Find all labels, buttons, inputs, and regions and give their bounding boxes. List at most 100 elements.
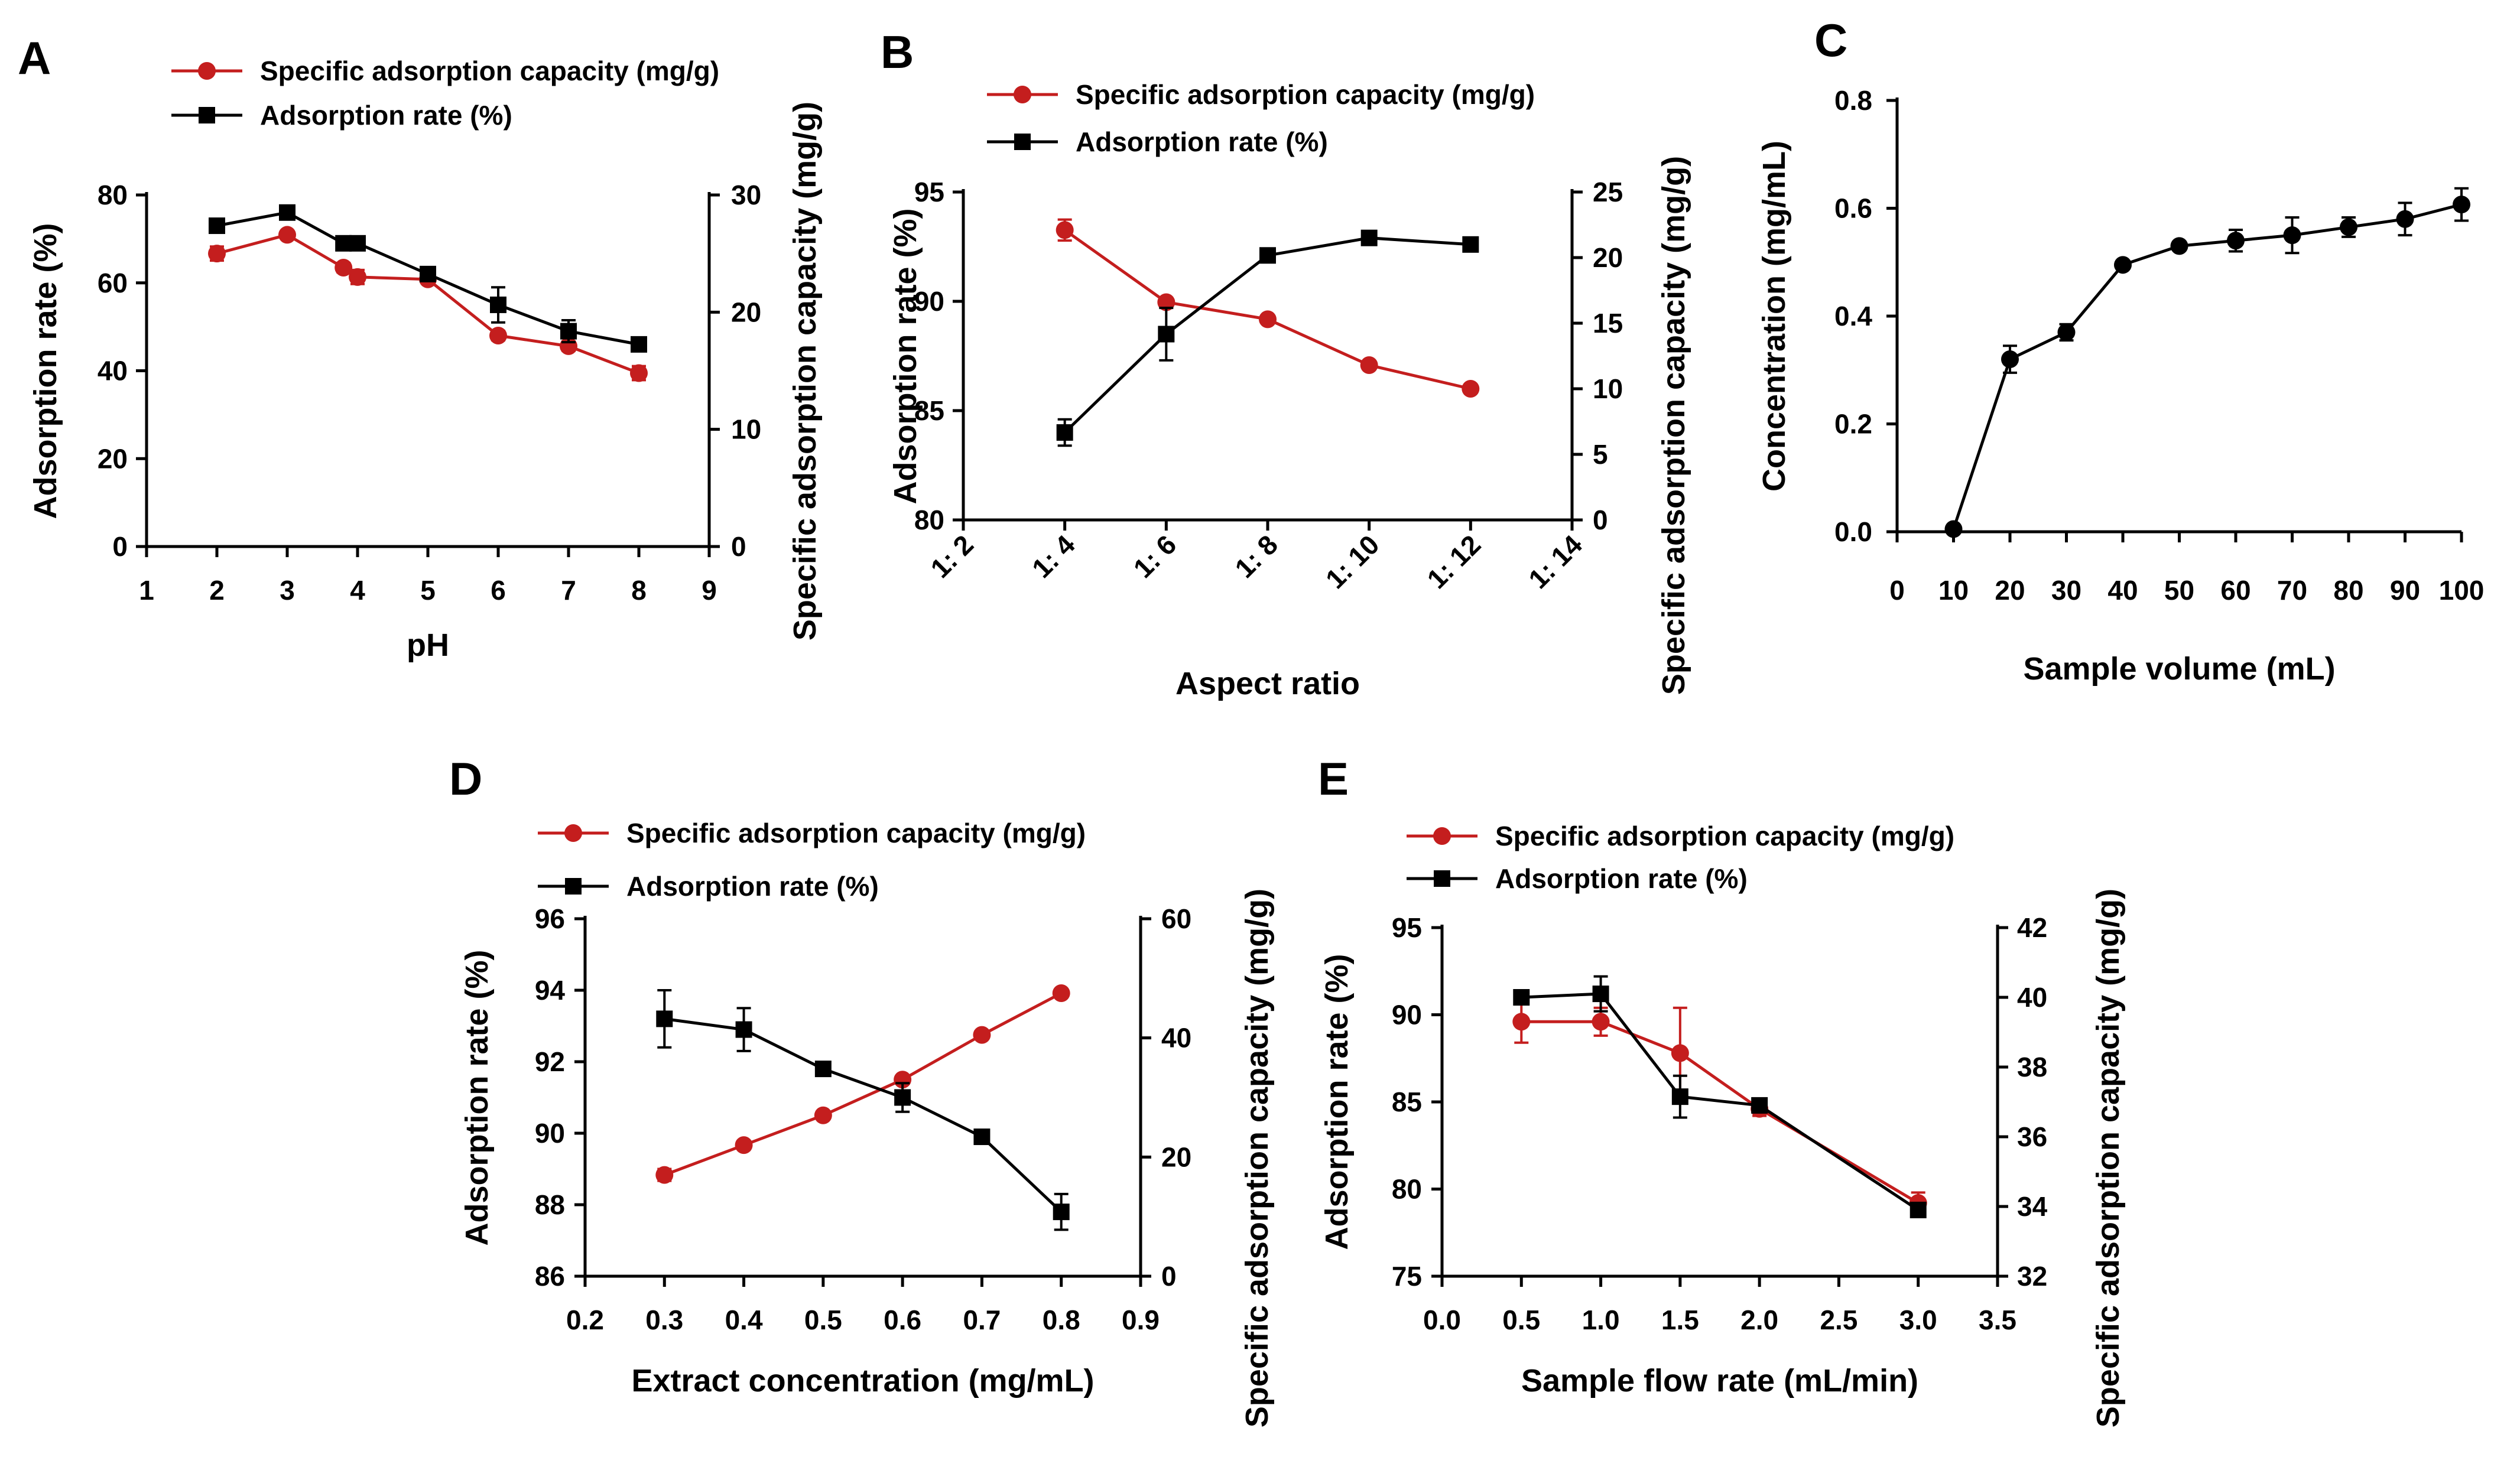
data-point xyxy=(1157,293,1175,311)
series-capacity xyxy=(208,226,648,382)
data-point xyxy=(560,323,577,340)
y-tick-label-right: 10 xyxy=(1593,373,1623,404)
y-axis-title-right: Specific adsorption capacity (mg/g) xyxy=(787,102,823,640)
x-tick-label: 1 xyxy=(139,575,154,606)
x-tick-label: 1: 2 xyxy=(924,529,979,584)
x-tick-label: 1: 4 xyxy=(1026,529,1081,584)
x-tick-label: 2.0 xyxy=(1740,1305,1778,1335)
x-tick-label: 2 xyxy=(209,575,225,606)
x-axis-title: pH xyxy=(407,627,449,663)
data-point xyxy=(349,268,366,286)
data-point xyxy=(1053,1204,1070,1221)
data-point xyxy=(1592,986,1609,1003)
x-tick-label: 90 xyxy=(2390,575,2420,606)
x-tick-label: 3 xyxy=(280,575,295,606)
y-tick-label-left: 60 xyxy=(98,268,128,298)
y-tick-label-right: 0 xyxy=(1161,1261,1177,1292)
data-point xyxy=(894,1089,911,1106)
y-tick-label-left: 92 xyxy=(535,1046,565,1077)
data-point xyxy=(335,235,352,252)
y-tick-label-right: 40 xyxy=(1161,1023,1191,1053)
y-tick-label-left: 96 xyxy=(535,903,565,934)
series-rate xyxy=(1056,229,1479,447)
legend-marker xyxy=(564,824,582,842)
legend: Specific adsorption capacity (mg/g) Adsor… xyxy=(538,818,1086,902)
x-tick-label: 1: 8 xyxy=(1229,529,1284,584)
y-tick-label-left: 0.4 xyxy=(1834,301,1872,331)
y-tick-label-right: 0 xyxy=(731,531,746,562)
y-tick-label-right: 20 xyxy=(1161,1141,1191,1172)
legend-label: Adsorption rate (%) xyxy=(1076,126,1328,157)
data-point xyxy=(349,235,366,252)
data-point xyxy=(2057,323,2076,342)
y-tick-label-right: 5 xyxy=(1593,439,1608,470)
y-tick-label-left: 0.8 xyxy=(1834,85,1872,116)
x-tick-label: 0 xyxy=(1889,575,1905,606)
y-tick-label-right: 38 xyxy=(2017,1052,2047,1082)
y-tick-label-right: 10 xyxy=(731,414,761,445)
data-point xyxy=(1513,989,1530,1006)
x-axis-title: Sample flow rate (mL/min) xyxy=(1521,1363,1918,1399)
x-tick-label: 4 xyxy=(350,575,365,606)
data-point xyxy=(735,1021,752,1038)
y-tick-label-left: 95 xyxy=(1392,912,1422,943)
data-point xyxy=(1462,236,1479,253)
y-tick-label-left: 20 xyxy=(98,443,128,474)
data-point xyxy=(973,1026,991,1044)
series-line xyxy=(216,233,639,375)
y-tick-label-right: 0 xyxy=(1593,505,1608,535)
y-tick-label-right: 20 xyxy=(1593,242,1623,273)
y-tick-label-right: 15 xyxy=(1593,308,1623,339)
panel-letter: D xyxy=(449,753,482,805)
y-tick-label-left: 90 xyxy=(914,286,944,317)
y-tick-label-right: 30 xyxy=(731,180,761,210)
legend-marker xyxy=(1433,827,1451,845)
legend-marker xyxy=(199,107,215,123)
legend: Specific adsorption capacity (mg/g) Adsor… xyxy=(987,79,1535,157)
y-tick-label-right: 32 xyxy=(2017,1261,2047,1292)
x-tick-label: 1: 6 xyxy=(1128,529,1183,584)
y-tick-label-right: 36 xyxy=(2017,1121,2047,1152)
x-tick-label: 2.5 xyxy=(1820,1305,1857,1335)
data-point xyxy=(973,1128,991,1146)
data-point xyxy=(1158,326,1175,343)
legend-label: Specific adsorption capacity (mg/g) xyxy=(1076,79,1535,110)
y-tick-label-left: 0.6 xyxy=(1834,193,1872,224)
series-rate xyxy=(209,204,647,353)
y-axis-title-left: Adsorption rate (%) xyxy=(888,208,923,504)
legend: Specific adsorption capacity (mg/g) Adsor… xyxy=(1407,821,1954,894)
y-tick-label-left: 94 xyxy=(535,975,566,1006)
x-axis-title: Aspect ratio xyxy=(1175,666,1360,701)
data-point xyxy=(1512,1013,1531,1031)
x-tick-label: 3.0 xyxy=(1899,1305,1937,1335)
y-tick-label-right: 42 xyxy=(2017,912,2047,943)
x-tick-label: 8 xyxy=(631,575,647,606)
series-line xyxy=(1952,203,2462,530)
y-axis-title-right: Specific adsorption capacity (mg/g) xyxy=(1239,889,1275,1427)
data-point xyxy=(656,1010,673,1027)
x-tick-label: 0.5 xyxy=(1502,1305,1540,1335)
series-line xyxy=(664,1017,1063,1213)
series-rate xyxy=(1513,975,1927,1218)
x-tick-label: 50 xyxy=(2164,575,2194,606)
data-point xyxy=(1944,520,1963,538)
y-tick-label-left: 85 xyxy=(1392,1087,1422,1117)
data-point xyxy=(1259,310,1277,329)
x-tick-label: 7 xyxy=(561,575,576,606)
y-axis-title-right: Specific adsorption capacity (mg/g) xyxy=(1656,156,1691,695)
data-point xyxy=(2170,237,2188,255)
data-point xyxy=(1052,984,1070,1003)
y-tick-label-left: 95 xyxy=(914,177,944,207)
data-point xyxy=(814,1061,832,1078)
panel-c: C 0 10 20 30 40 50 60 70 80 90 100 0.0 0.2 0.4 0.6 0.8 Sa… xyxy=(1756,14,2484,687)
x-axis-title: Extract concentration (mg/mL) xyxy=(631,1363,1094,1399)
y-tick-label-left: 90 xyxy=(535,1118,565,1149)
data-point xyxy=(655,1166,674,1184)
data-point xyxy=(1056,424,1073,441)
panel-letter: B xyxy=(881,26,914,78)
y-tick-label-left: 85 xyxy=(914,395,944,426)
x-tick-label: 0.4 xyxy=(725,1305,763,1335)
data-point xyxy=(335,258,353,277)
x-tick-label: 1: 10 xyxy=(1320,529,1385,594)
series-line xyxy=(664,991,1062,1176)
